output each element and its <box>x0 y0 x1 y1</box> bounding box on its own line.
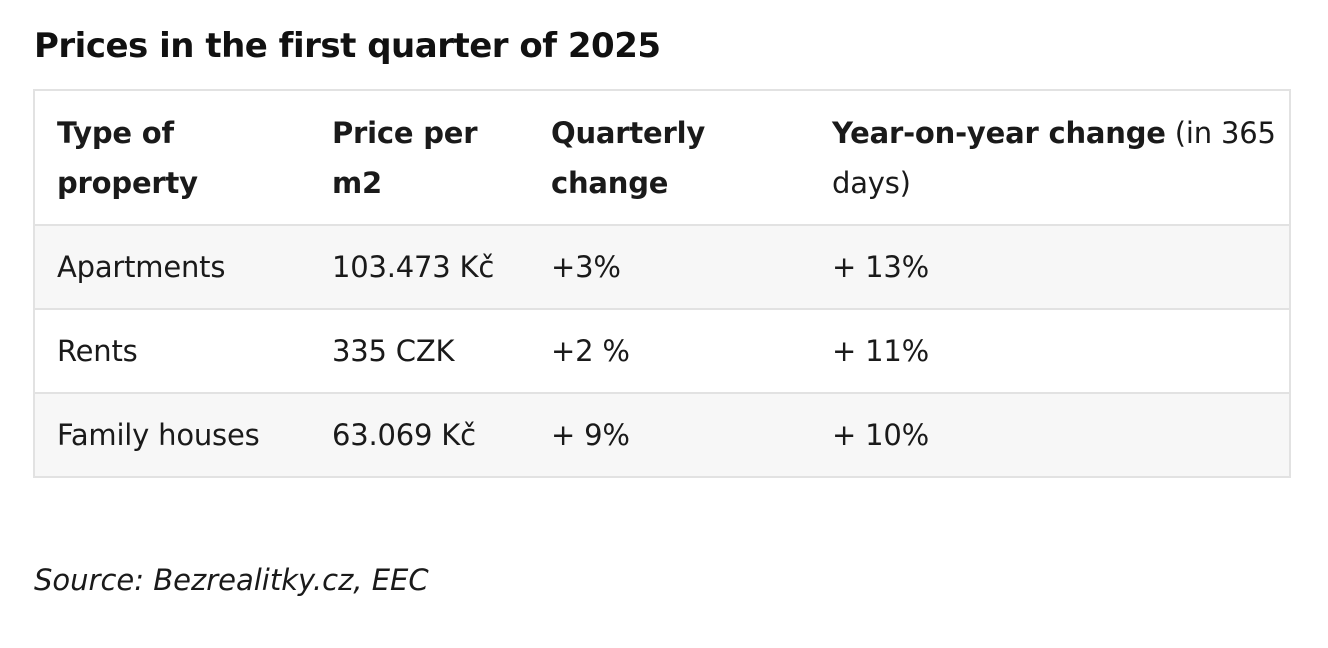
page-title: Prices in the first quarter of 2025 <box>34 26 661 66</box>
prices-table-container: Type of property Price per m2 Quarterly … <box>33 89 1291 478</box>
cell-price-per-m2: 63.069 Kč <box>310 392 529 477</box>
prices-table: Type of property Price per m2 Quarterly … <box>33 89 1291 478</box>
cell-year-on-year-change: + 11% <box>810 308 1290 393</box>
header-year-on-year-change: Year-on-year change (in 365 days) <box>832 115 1276 200</box>
table-row: Family houses 63.069 Kč + 9% + 10% <box>34 392 1290 477</box>
source-caption: Source: Bezrealitky.cz, EEC <box>34 563 429 597</box>
cell-price-per-m2: 335 CZK <box>310 308 529 393</box>
cell-price-per-m2: 103.473 Kč <box>310 224 529 309</box>
cell-quarterly-change: +3% <box>529 224 810 309</box>
cell-property-type: Rents <box>34 308 310 393</box>
header-type-of-property: Type of property <box>57 115 198 200</box>
cell-year-on-year-change: + 10% <box>810 392 1290 477</box>
cell-property-type: Family houses <box>34 392 310 477</box>
header-quarterly-change: Quarterly change <box>551 115 706 200</box>
table-header-row: Type of property Price per m2 Quarterly … <box>34 90 1290 225</box>
cell-quarterly-change: + 9% <box>529 392 810 477</box>
header-price-per-m2: Price per m2 <box>332 115 478 200</box>
table-row: Rents 335 CZK +2 % + 11% <box>34 308 1290 393</box>
table-row: Apartments 103.473 Kč +3% + 13% <box>34 224 1290 309</box>
cell-property-type: Apartments <box>34 224 310 309</box>
cell-quarterly-change: +2 % <box>529 308 810 393</box>
cell-year-on-year-change: + 13% <box>810 224 1290 309</box>
